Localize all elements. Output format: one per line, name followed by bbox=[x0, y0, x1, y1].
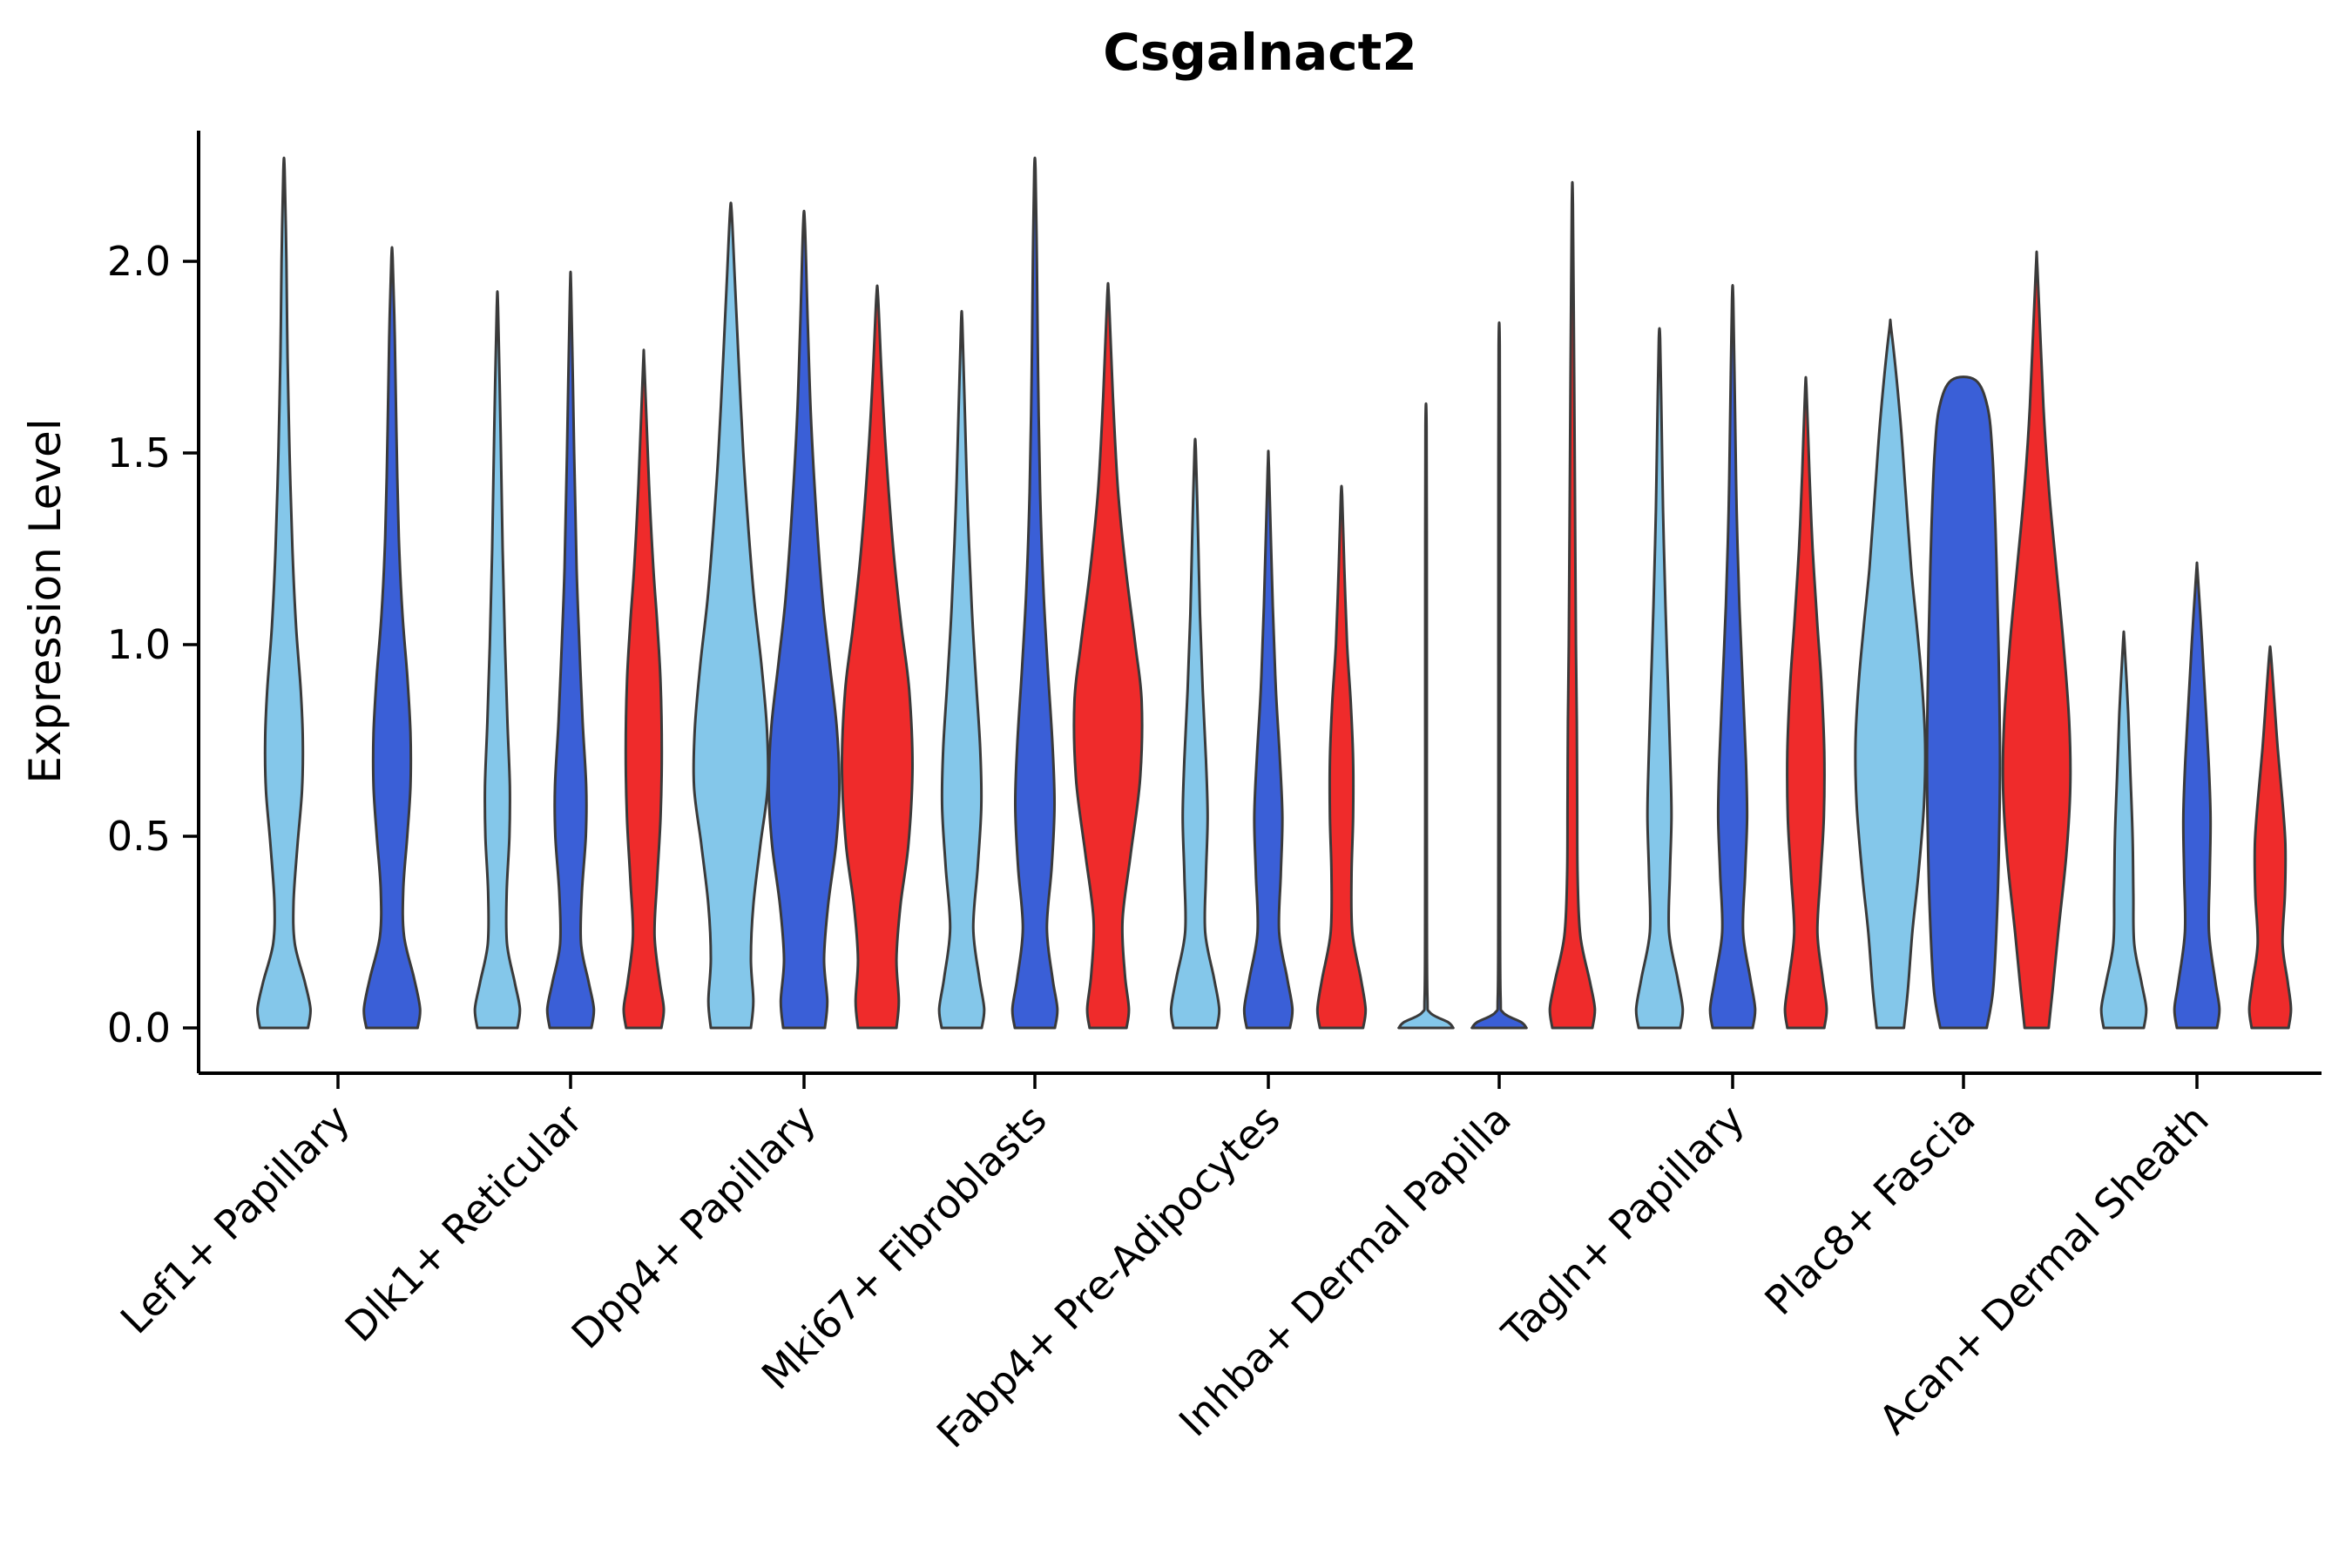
y-tick-label: 2.0 bbox=[107, 238, 171, 285]
violin-2-blue bbox=[545, 270, 596, 1030]
violin-8-lightblue bbox=[1854, 318, 1927, 1030]
violin-7-red bbox=[1783, 375, 1828, 1030]
y-tick-label: 1.0 bbox=[107, 621, 171, 668]
violin-5-red bbox=[1315, 484, 1368, 1030]
violin-5-lightblue bbox=[1169, 437, 1221, 1030]
violin-6-lightblue bbox=[1397, 402, 1455, 1030]
violin-1-lightblue bbox=[256, 156, 312, 1030]
violin-7-blue bbox=[1708, 284, 1757, 1030]
y-axis-label: Expression Level bbox=[20, 418, 71, 784]
violin-4-blue bbox=[1010, 156, 1059, 1030]
violin-3-lightblue bbox=[692, 201, 770, 1030]
x-tick-label: Plac8+ Fascia bbox=[1755, 1096, 1984, 1324]
violin-3-red bbox=[840, 284, 915, 1030]
violin-4-lightblue bbox=[937, 309, 986, 1030]
y-tick-label: 0.0 bbox=[107, 1004, 171, 1051]
violin-7-lightblue bbox=[1634, 327, 1685, 1030]
violin-2-lightblue bbox=[473, 290, 522, 1030]
y-tick-label: 1.5 bbox=[107, 429, 171, 476]
violin-4-red bbox=[1072, 281, 1144, 1030]
violin-6-red bbox=[1548, 181, 1597, 1030]
violin-9-blue bbox=[2173, 561, 2221, 1030]
violin-9-lightblue bbox=[2099, 630, 2148, 1030]
x-tick-label: Dlk1+ Reticular bbox=[336, 1096, 591, 1351]
y-tick-label: 0.5 bbox=[107, 813, 171, 860]
violin-2-red bbox=[622, 348, 666, 1030]
violin-1-blue bbox=[362, 246, 422, 1030]
chart-title: Csgalnact2 bbox=[1103, 23, 1417, 82]
x-tick-label: Lef1+ Papillary bbox=[112, 1096, 359, 1343]
violin-8-red bbox=[2001, 250, 2072, 1030]
x-tick-label: Dpp4+ Papillary bbox=[563, 1096, 825, 1358]
violin-5-blue bbox=[1242, 449, 1294, 1030]
violin-3-blue bbox=[767, 209, 841, 1030]
violin-9-red bbox=[2247, 645, 2293, 1030]
x-tick-label: Tagln+ Papillary bbox=[1492, 1096, 1754, 1357]
violin-8-blue bbox=[1925, 375, 2002, 1030]
violin-6-blue bbox=[1470, 321, 1528, 1030]
